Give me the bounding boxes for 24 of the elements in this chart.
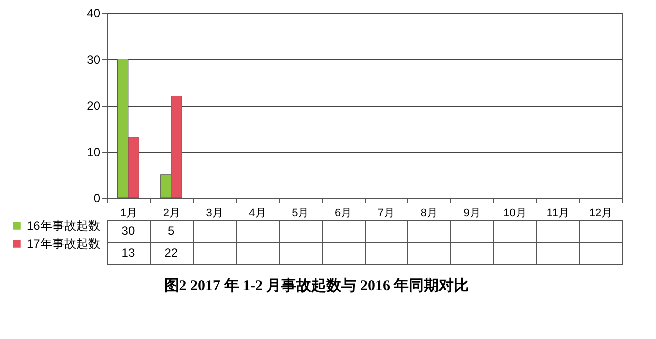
x-tick-label: 9月 [464, 208, 481, 220]
legend-label: 16年事故起数 [27, 219, 100, 233]
x-tick-label: 11月 [546, 208, 570, 220]
x-tick-label: 5月 [292, 208, 310, 220]
y-tick-label: 30 [87, 52, 101, 67]
x-tick-label: 12月 [589, 208, 613, 220]
x-tick-label: 1月 [120, 208, 138, 220]
text: 图2 2017 年 1-2 月事故起数与 2016 年同期对比 [164, 278, 470, 294]
data-label: 22 [164, 246, 178, 260]
data-label: 30 [122, 224, 136, 238]
x-tick-label: 6月 [334, 208, 352, 220]
x-tick-label: 7月 [378, 208, 396, 220]
x-tick-label: 4月 [249, 208, 266, 220]
data-label: 13 [122, 246, 136, 260]
data-label: 5 [168, 224, 176, 238]
y-tick-label: 0 [94, 192, 101, 206]
x-tick-label: 3月 [206, 208, 224, 220]
x-tick-label: 8月 [420, 208, 438, 220]
y-tick-label: 10 [87, 145, 101, 160]
x-tick-label: 2月 [163, 208, 180, 220]
y-tick-label: 20 [87, 99, 101, 113]
x-tick-label: 10月 [504, 208, 527, 220]
legend-label: 17年事故起数 [27, 237, 100, 251]
y-tick-label: 40 [87, 6, 101, 20]
